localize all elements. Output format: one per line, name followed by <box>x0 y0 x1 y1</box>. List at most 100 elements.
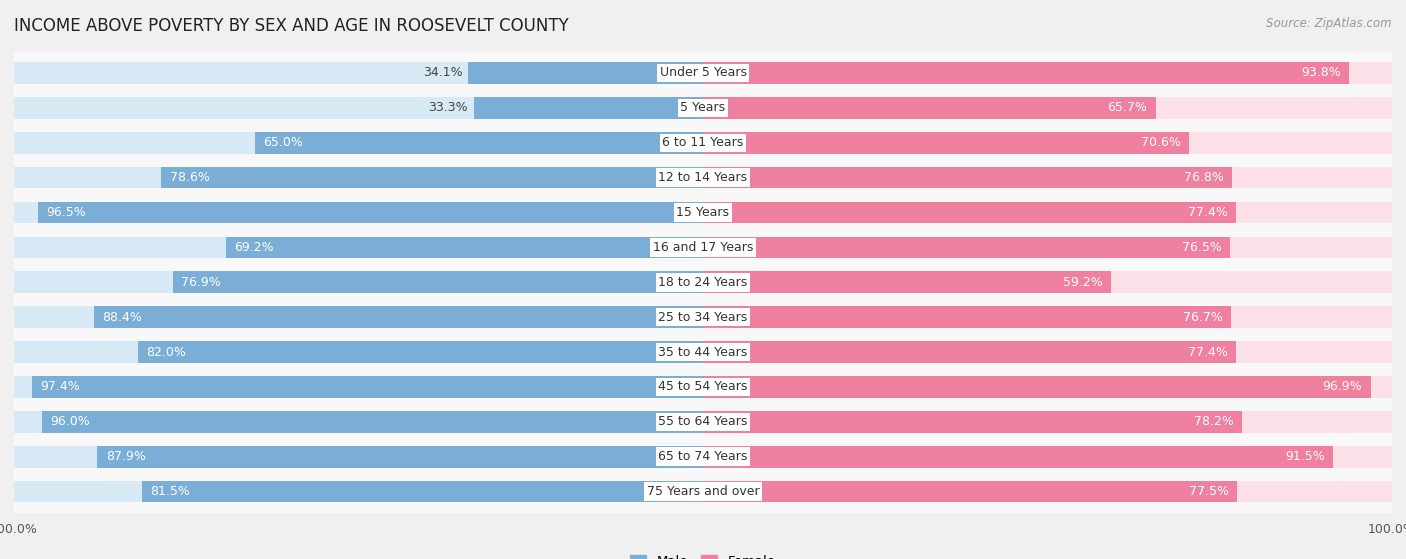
Text: 15 Years: 15 Years <box>676 206 730 219</box>
Text: 76.5%: 76.5% <box>1182 241 1222 254</box>
Bar <box>703 202 1236 224</box>
Bar <box>14 306 703 328</box>
Text: 12 to 14 Years: 12 to 14 Years <box>658 171 748 184</box>
FancyBboxPatch shape <box>10 156 1396 199</box>
Text: 75 Years and over: 75 Years and over <box>647 485 759 498</box>
Text: 45 to 54 Years: 45 to 54 Years <box>658 381 748 394</box>
Bar <box>254 132 703 154</box>
Text: 88.4%: 88.4% <box>103 311 142 324</box>
Text: Under 5 Years: Under 5 Years <box>659 67 747 79</box>
Text: 96.9%: 96.9% <box>1323 381 1362 394</box>
Bar <box>703 167 1232 188</box>
Bar <box>14 62 703 84</box>
Text: 65 to 74 Years: 65 to 74 Years <box>658 450 748 463</box>
Bar <box>703 446 1392 467</box>
Bar <box>703 306 1392 328</box>
Bar <box>14 167 703 188</box>
Bar <box>142 481 703 503</box>
Text: 25 to 34 Years: 25 to 34 Years <box>658 311 748 324</box>
Text: 18 to 24 Years: 18 to 24 Years <box>658 276 748 289</box>
FancyBboxPatch shape <box>10 226 1396 269</box>
Bar <box>703 341 1392 363</box>
Bar <box>703 97 1156 119</box>
Bar <box>97 446 703 467</box>
Bar <box>14 376 703 398</box>
Bar <box>703 202 1392 224</box>
Text: 77.4%: 77.4% <box>1188 206 1227 219</box>
Bar <box>14 341 703 363</box>
Bar <box>14 202 703 224</box>
Bar <box>703 376 1371 398</box>
Bar <box>226 236 703 258</box>
Bar <box>703 411 1392 433</box>
Bar <box>703 411 1241 433</box>
Text: INCOME ABOVE POVERTY BY SEX AND AGE IN ROOSEVELT COUNTY: INCOME ABOVE POVERTY BY SEX AND AGE IN R… <box>14 17 569 35</box>
Bar <box>703 376 1392 398</box>
Text: 69.2%: 69.2% <box>235 241 274 254</box>
Bar <box>703 272 1392 293</box>
Text: 76.7%: 76.7% <box>1184 311 1223 324</box>
Bar <box>703 132 1189 154</box>
Bar <box>703 62 1392 84</box>
Text: 78.2%: 78.2% <box>1194 415 1233 428</box>
Bar <box>14 481 703 503</box>
Bar <box>703 481 1392 503</box>
FancyBboxPatch shape <box>10 366 1396 409</box>
Bar <box>94 306 703 328</box>
Bar <box>703 97 1392 119</box>
FancyBboxPatch shape <box>10 330 1396 374</box>
Text: 65.0%: 65.0% <box>263 136 304 149</box>
Bar <box>703 62 1350 84</box>
Bar <box>703 446 1333 467</box>
Text: 35 to 44 Years: 35 to 44 Years <box>658 345 748 358</box>
Text: 97.4%: 97.4% <box>41 381 80 394</box>
Bar <box>703 341 1236 363</box>
Text: 91.5%: 91.5% <box>1285 450 1324 463</box>
Bar <box>703 306 1232 328</box>
Text: 81.5%: 81.5% <box>150 485 190 498</box>
Bar <box>32 376 703 398</box>
Text: 96.5%: 96.5% <box>46 206 86 219</box>
Text: 5 Years: 5 Years <box>681 101 725 115</box>
FancyBboxPatch shape <box>10 86 1396 130</box>
Bar <box>468 62 703 84</box>
Text: Source: ZipAtlas.com: Source: ZipAtlas.com <box>1267 17 1392 30</box>
Bar <box>703 132 1392 154</box>
Text: 82.0%: 82.0% <box>146 345 186 358</box>
Bar <box>162 167 703 188</box>
Text: 76.9%: 76.9% <box>181 276 221 289</box>
Text: 34.1%: 34.1% <box>423 67 463 79</box>
Bar <box>14 97 703 119</box>
Bar <box>703 167 1392 188</box>
Bar <box>703 236 1230 258</box>
Text: 76.8%: 76.8% <box>1184 171 1223 184</box>
Bar <box>14 132 703 154</box>
FancyBboxPatch shape <box>10 296 1396 339</box>
FancyBboxPatch shape <box>10 51 1396 94</box>
Text: 93.8%: 93.8% <box>1301 67 1341 79</box>
Text: 16 and 17 Years: 16 and 17 Years <box>652 241 754 254</box>
Text: 70.6%: 70.6% <box>1142 136 1181 149</box>
FancyBboxPatch shape <box>10 260 1396 304</box>
Text: 77.4%: 77.4% <box>1188 345 1227 358</box>
Bar <box>42 411 703 433</box>
Bar <box>14 411 703 433</box>
Text: 78.6%: 78.6% <box>170 171 209 184</box>
Text: 6 to 11 Years: 6 to 11 Years <box>662 136 744 149</box>
Bar <box>173 272 703 293</box>
Text: 65.7%: 65.7% <box>1108 101 1147 115</box>
Text: 33.3%: 33.3% <box>429 101 468 115</box>
Text: 96.0%: 96.0% <box>49 415 90 428</box>
Text: 87.9%: 87.9% <box>105 450 146 463</box>
Bar <box>14 272 703 293</box>
Text: 59.2%: 59.2% <box>1063 276 1102 289</box>
Bar <box>703 272 1111 293</box>
Bar <box>703 236 1392 258</box>
Legend: Male, Female: Male, Female <box>630 555 776 559</box>
FancyBboxPatch shape <box>10 470 1396 513</box>
FancyBboxPatch shape <box>10 191 1396 234</box>
Bar <box>14 236 703 258</box>
Text: 77.5%: 77.5% <box>1188 485 1229 498</box>
Bar <box>38 202 703 224</box>
Bar <box>474 97 703 119</box>
